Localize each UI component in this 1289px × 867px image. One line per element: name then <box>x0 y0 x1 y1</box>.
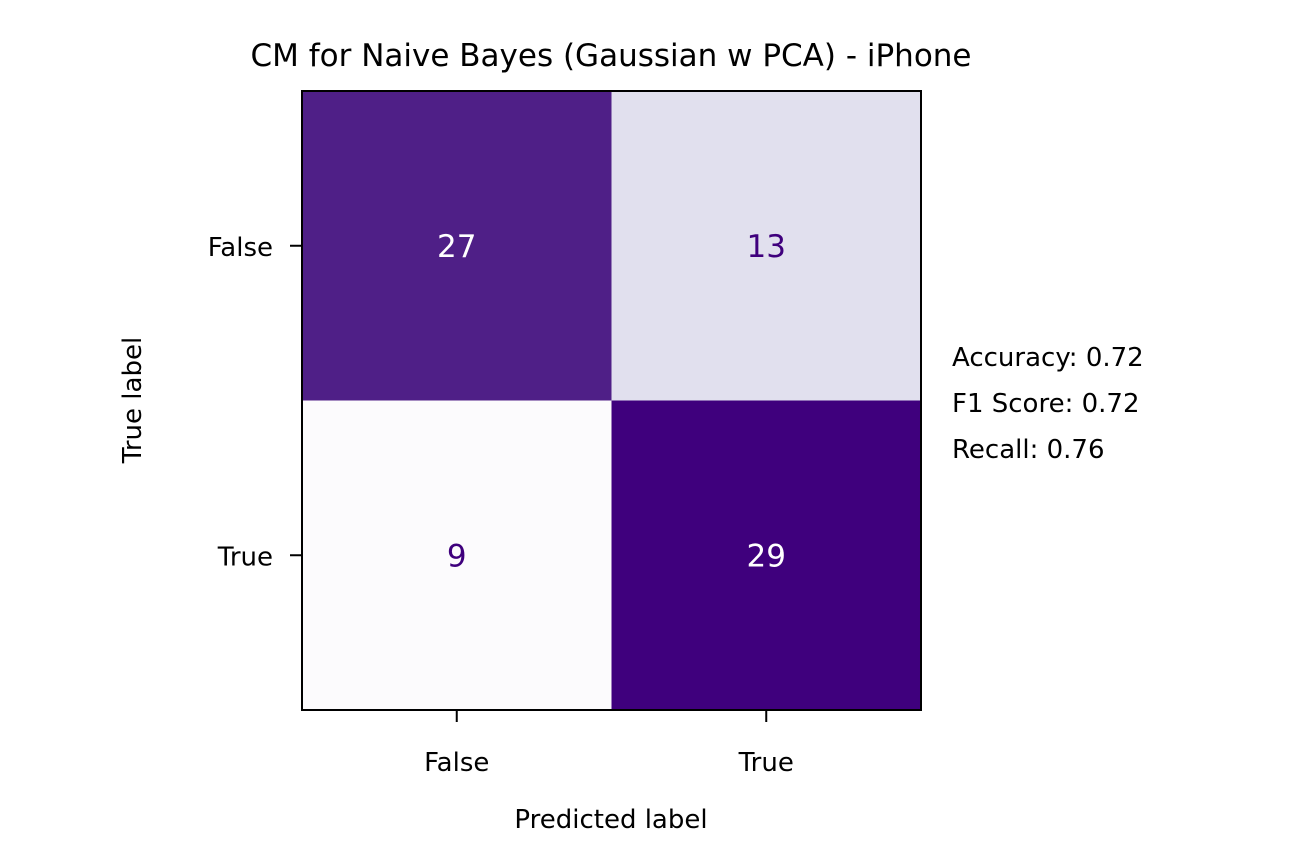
matrix-cell-0-1 <box>611 91 922 401</box>
y-axis-label: True label <box>118 337 148 464</box>
matrix-cell-1-0 <box>302 400 612 711</box>
y-tick-label: False <box>208 233 273 263</box>
x-tick-label: True <box>738 748 794 778</box>
f1-score-text: F1 Score: 0.72 <box>952 389 1140 419</box>
accuracy-text: Accuracy: 0.72 <box>952 343 1144 373</box>
matrix-cells <box>302 91 922 711</box>
metrics-annotation: Accuracy: 0.72 F1 Score: 0.72 Recall: 0.… <box>952 343 1144 465</box>
plot-frame <box>301 90 922 711</box>
x-tick-label: False <box>424 748 489 778</box>
cell-value-0-0: 27 <box>437 229 476 265</box>
chart-title: CM for Naive Bayes (Gaussian w PCA) - iP… <box>250 38 971 74</box>
cell-value-1-1: 29 <box>747 538 786 574</box>
x-axis-label: Predicted label <box>514 805 707 835</box>
cell-value-1-0: 9 <box>447 538 467 574</box>
y-axis-ticks: False True <box>208 233 302 572</box>
recall-text: Recall: 0.76 <box>952 435 1104 465</box>
cell-value-0-1: 13 <box>747 229 786 265</box>
y-tick-label: True <box>217 542 273 572</box>
matrix-cell-0-0 <box>302 91 612 401</box>
matrix-cell-labels: 27 13 9 29 <box>437 229 786 575</box>
matrix-cell-1-1 <box>611 400 922 711</box>
x-axis-ticks: False True <box>424 710 794 778</box>
